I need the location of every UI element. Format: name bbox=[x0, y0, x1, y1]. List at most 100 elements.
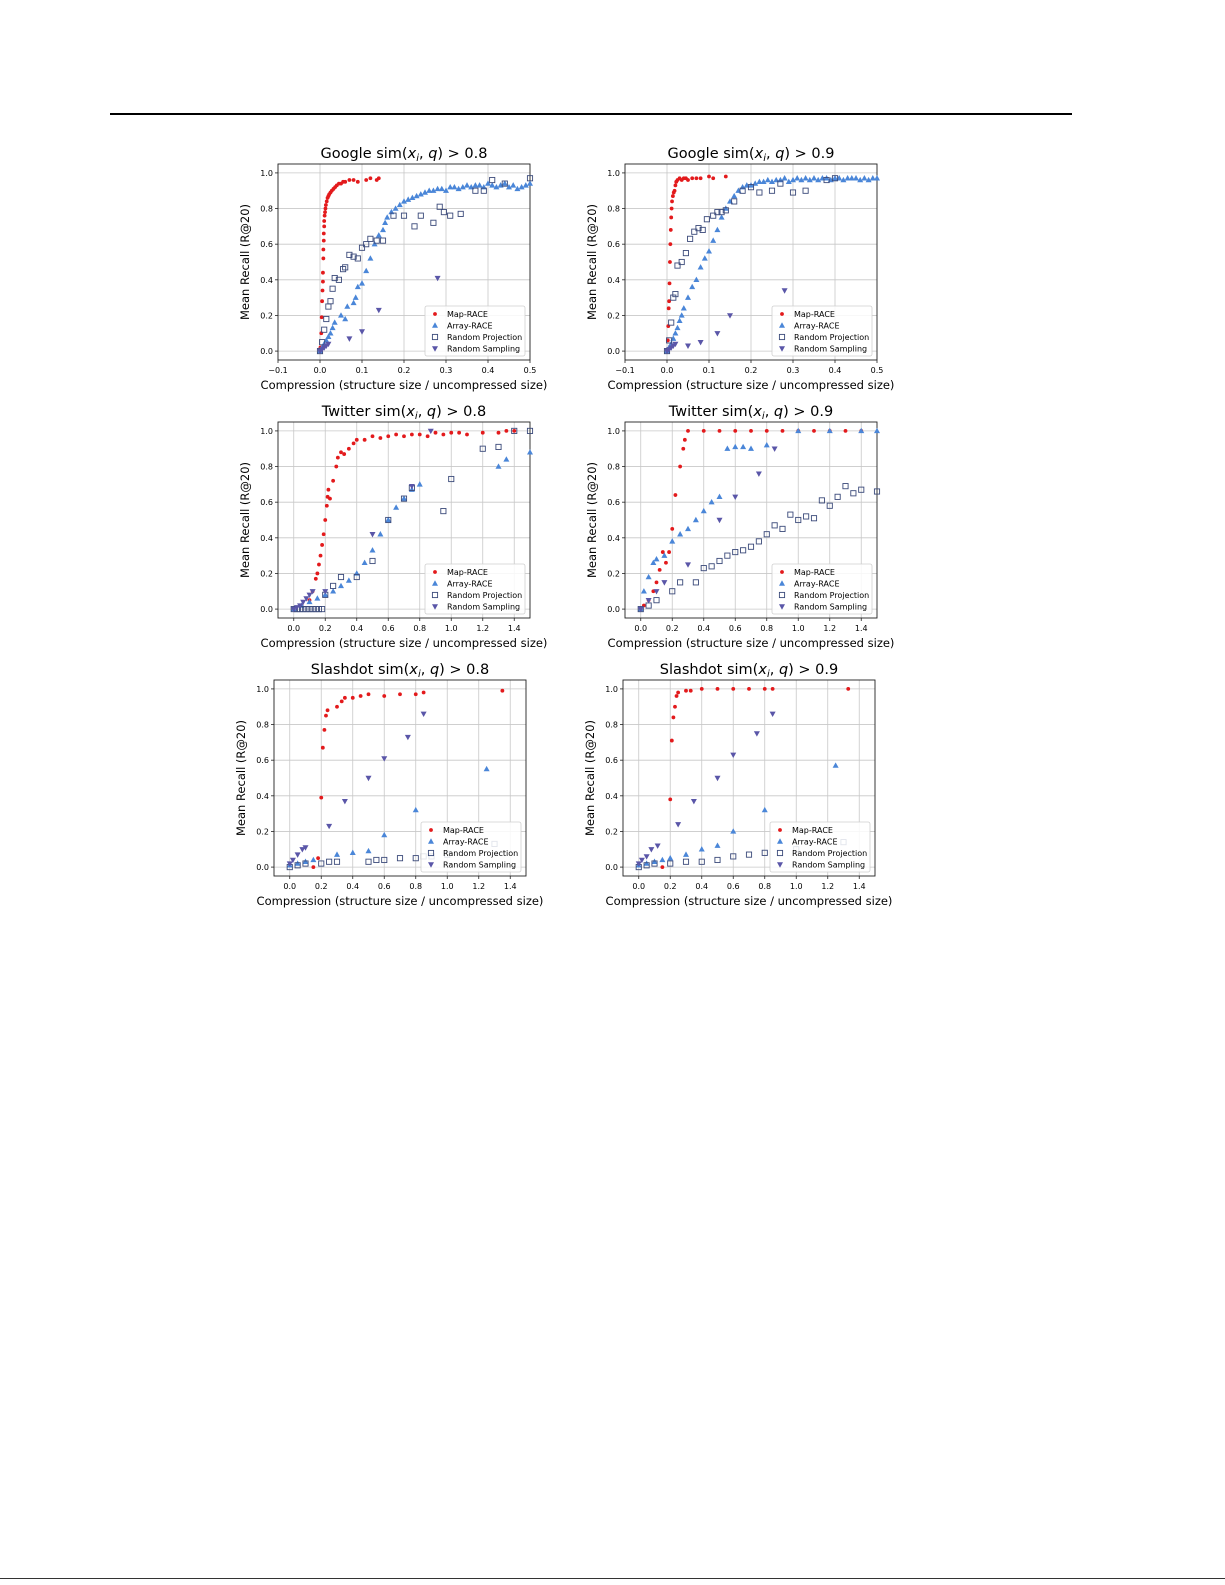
data-point bbox=[739, 187, 746, 194]
data-point bbox=[527, 449, 533, 455]
data-point bbox=[314, 595, 321, 601]
data-point bbox=[698, 858, 705, 865]
data-point bbox=[763, 441, 770, 448]
data-point bbox=[320, 288, 325, 293]
data-point bbox=[518, 183, 525, 190]
data-point bbox=[483, 765, 490, 772]
data-point bbox=[363, 267, 370, 274]
data-point bbox=[317, 562, 321, 567]
data-point bbox=[683, 851, 689, 857]
y-axis-label: Mean Recall (R@20) bbox=[585, 462, 599, 578]
data-point bbox=[635, 861, 642, 867]
chart-slashdot-08: Slashdot sim(xi, q) > 0.8 0.0 0.2 0.4 0.6 0.8… bbox=[228, 656, 558, 908]
data-point bbox=[692, 516, 699, 523]
data-point bbox=[315, 571, 320, 576]
data-point bbox=[526, 427, 534, 434]
y-tick-label: 0.8 bbox=[260, 205, 273, 214]
data-point bbox=[670, 199, 674, 204]
legend-box bbox=[771, 563, 873, 615]
data-point bbox=[363, 241, 370, 248]
data-point bbox=[708, 563, 715, 570]
data-point bbox=[354, 283, 361, 290]
legend: Map-RACE Array-RACE Random Projection Rando… bbox=[424, 563, 526, 615]
data-point bbox=[527, 180, 533, 186]
x-tick-label: 1.4 bbox=[853, 882, 866, 891]
data-point bbox=[731, 687, 736, 691]
data-point bbox=[398, 692, 402, 697]
data-point bbox=[328, 496, 332, 501]
data-point bbox=[753, 731, 760, 737]
data-point bbox=[661, 552, 668, 558]
legend-marker bbox=[776, 849, 784, 857]
data-point bbox=[673, 183, 678, 188]
data-point bbox=[668, 319, 675, 326]
chart-svg: Google sim(xi, q) > 0.9 −0.1 0.0 0.1 0.2 0.3 0… bbox=[585, 146, 894, 392]
data-point bbox=[341, 798, 348, 805]
data-point bbox=[755, 538, 762, 545]
x-tick-label: 1.0 bbox=[792, 624, 805, 633]
data-point bbox=[660, 550, 665, 554]
data-point bbox=[321, 238, 326, 243]
data-point bbox=[496, 430, 501, 435]
data-point bbox=[297, 603, 304, 609]
data-point bbox=[331, 319, 338, 325]
data-point bbox=[714, 331, 721, 337]
legend-label: Random Projection bbox=[447, 591, 522, 600]
data-point bbox=[810, 515, 818, 522]
data-point bbox=[858, 486, 865, 493]
data-point bbox=[781, 288, 788, 294]
data-point bbox=[798, 176, 805, 183]
data-point bbox=[321, 231, 326, 236]
data-point bbox=[677, 579, 684, 586]
data-point bbox=[379, 237, 387, 244]
data-point bbox=[416, 481, 423, 487]
legend-label: Random Sampling bbox=[792, 861, 865, 870]
data-point bbox=[427, 428, 434, 435]
data-point bbox=[676, 690, 681, 695]
x-tick-label: 1.0 bbox=[790, 882, 803, 891]
data-point bbox=[667, 299, 671, 304]
data-point bbox=[351, 178, 356, 182]
x-tick-label: 1.2 bbox=[823, 624, 836, 633]
data-point bbox=[309, 589, 316, 595]
data-point bbox=[455, 185, 462, 192]
legend-label: Random Sampling bbox=[443, 861, 516, 870]
x-tick-label: 0.3 bbox=[440, 366, 453, 375]
data-point bbox=[370, 434, 375, 439]
data-point bbox=[430, 219, 437, 226]
y-tick-label: 0.6 bbox=[605, 756, 618, 765]
legend-label: Array-RACE bbox=[794, 322, 840, 331]
data-point bbox=[346, 446, 351, 451]
data-point bbox=[674, 324, 681, 331]
data-point bbox=[310, 856, 317, 863]
series-random-sampling bbox=[317, 275, 441, 355]
data-point bbox=[842, 483, 849, 490]
data-point bbox=[366, 692, 371, 697]
data-point bbox=[480, 187, 487, 194]
data-point bbox=[512, 429, 517, 433]
data-point bbox=[322, 224, 327, 229]
data-point bbox=[857, 176, 864, 183]
y-tick-label: 0.2 bbox=[607, 569, 620, 578]
data-point bbox=[480, 430, 485, 435]
y-axis-label: Mean Recall (R@20) bbox=[234, 720, 248, 836]
data-point bbox=[320, 745, 325, 750]
data-point bbox=[674, 694, 679, 698]
legend-marker bbox=[777, 838, 783, 844]
data-point bbox=[318, 553, 323, 558]
data-point bbox=[685, 343, 691, 349]
data-point bbox=[756, 189, 763, 196]
data-point bbox=[727, 313, 733, 319]
data-point bbox=[692, 579, 699, 586]
data-point bbox=[834, 493, 841, 500]
data-point bbox=[691, 228, 698, 235]
data-point bbox=[651, 860, 658, 867]
data-point bbox=[334, 851, 340, 857]
data-point bbox=[693, 276, 700, 283]
data-point bbox=[385, 516, 392, 523]
chart-svg: Google sim(xi, q) > 0.8 −0.1 0.0 0.1 0.2 0.3 0… bbox=[238, 146, 547, 392]
y-tick-label: 1.0 bbox=[605, 685, 618, 694]
data-point bbox=[402, 434, 406, 439]
data-point bbox=[369, 557, 376, 565]
data-point bbox=[698, 176, 703, 181]
